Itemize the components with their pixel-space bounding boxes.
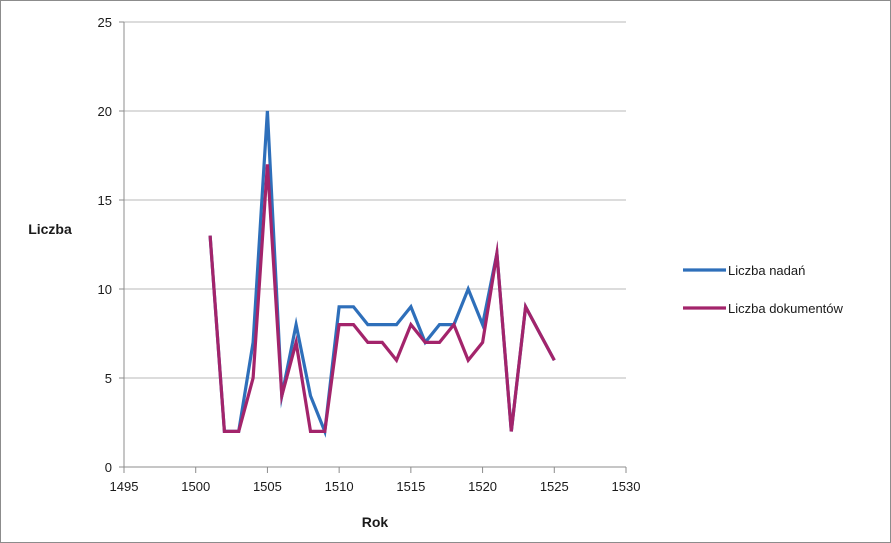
x-tick-label: 1530	[612, 479, 641, 494]
x-tick-label: 1495	[110, 479, 139, 494]
x-tick-label: 1510	[325, 479, 354, 494]
y-tick-labels: 0 5 10 15 20 25	[98, 15, 112, 475]
x-tick-label: 1525	[540, 479, 569, 494]
x-axis-title: Rok	[362, 514, 389, 530]
y-tick-label: 0	[105, 460, 112, 475]
legend-label: Liczba nadań	[728, 263, 805, 278]
y-axis-title: Liczba	[28, 221, 72, 237]
x-tick-label: 1520	[468, 479, 497, 494]
series-lines	[208, 110, 556, 438]
x-tick-labels: 1495 1500 1505 1510 1515 1520 1525 1530	[110, 479, 641, 494]
x-tick-label: 1505	[253, 479, 282, 494]
x-tick-label: 1500	[181, 479, 210, 494]
legend-label: Liczba dokumentów	[728, 301, 844, 316]
legend: Liczba nadań Liczba dokumentów	[683, 263, 844, 316]
series-line	[208, 164, 556, 433]
y-tick-label: 10	[98, 282, 112, 297]
y-tick-label: 25	[98, 15, 112, 30]
gridlines	[119, 21, 627, 473]
y-tick-label: 5	[105, 371, 112, 386]
y-tick-label: 20	[98, 104, 112, 119]
axes	[123, 22, 626, 468]
y-tick-label: 15	[98, 193, 112, 208]
x-tick-label: 1515	[396, 479, 425, 494]
